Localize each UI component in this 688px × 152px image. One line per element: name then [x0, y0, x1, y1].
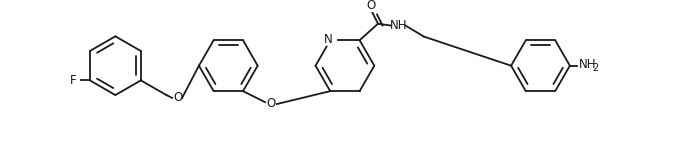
Text: N: N	[324, 33, 333, 46]
Text: F: F	[70, 74, 77, 87]
Text: O: O	[174, 91, 183, 104]
Text: 2: 2	[592, 63, 598, 73]
Text: NH: NH	[579, 58, 596, 71]
Text: NH: NH	[389, 19, 407, 32]
Text: O: O	[266, 97, 275, 111]
Text: O: O	[366, 0, 375, 12]
